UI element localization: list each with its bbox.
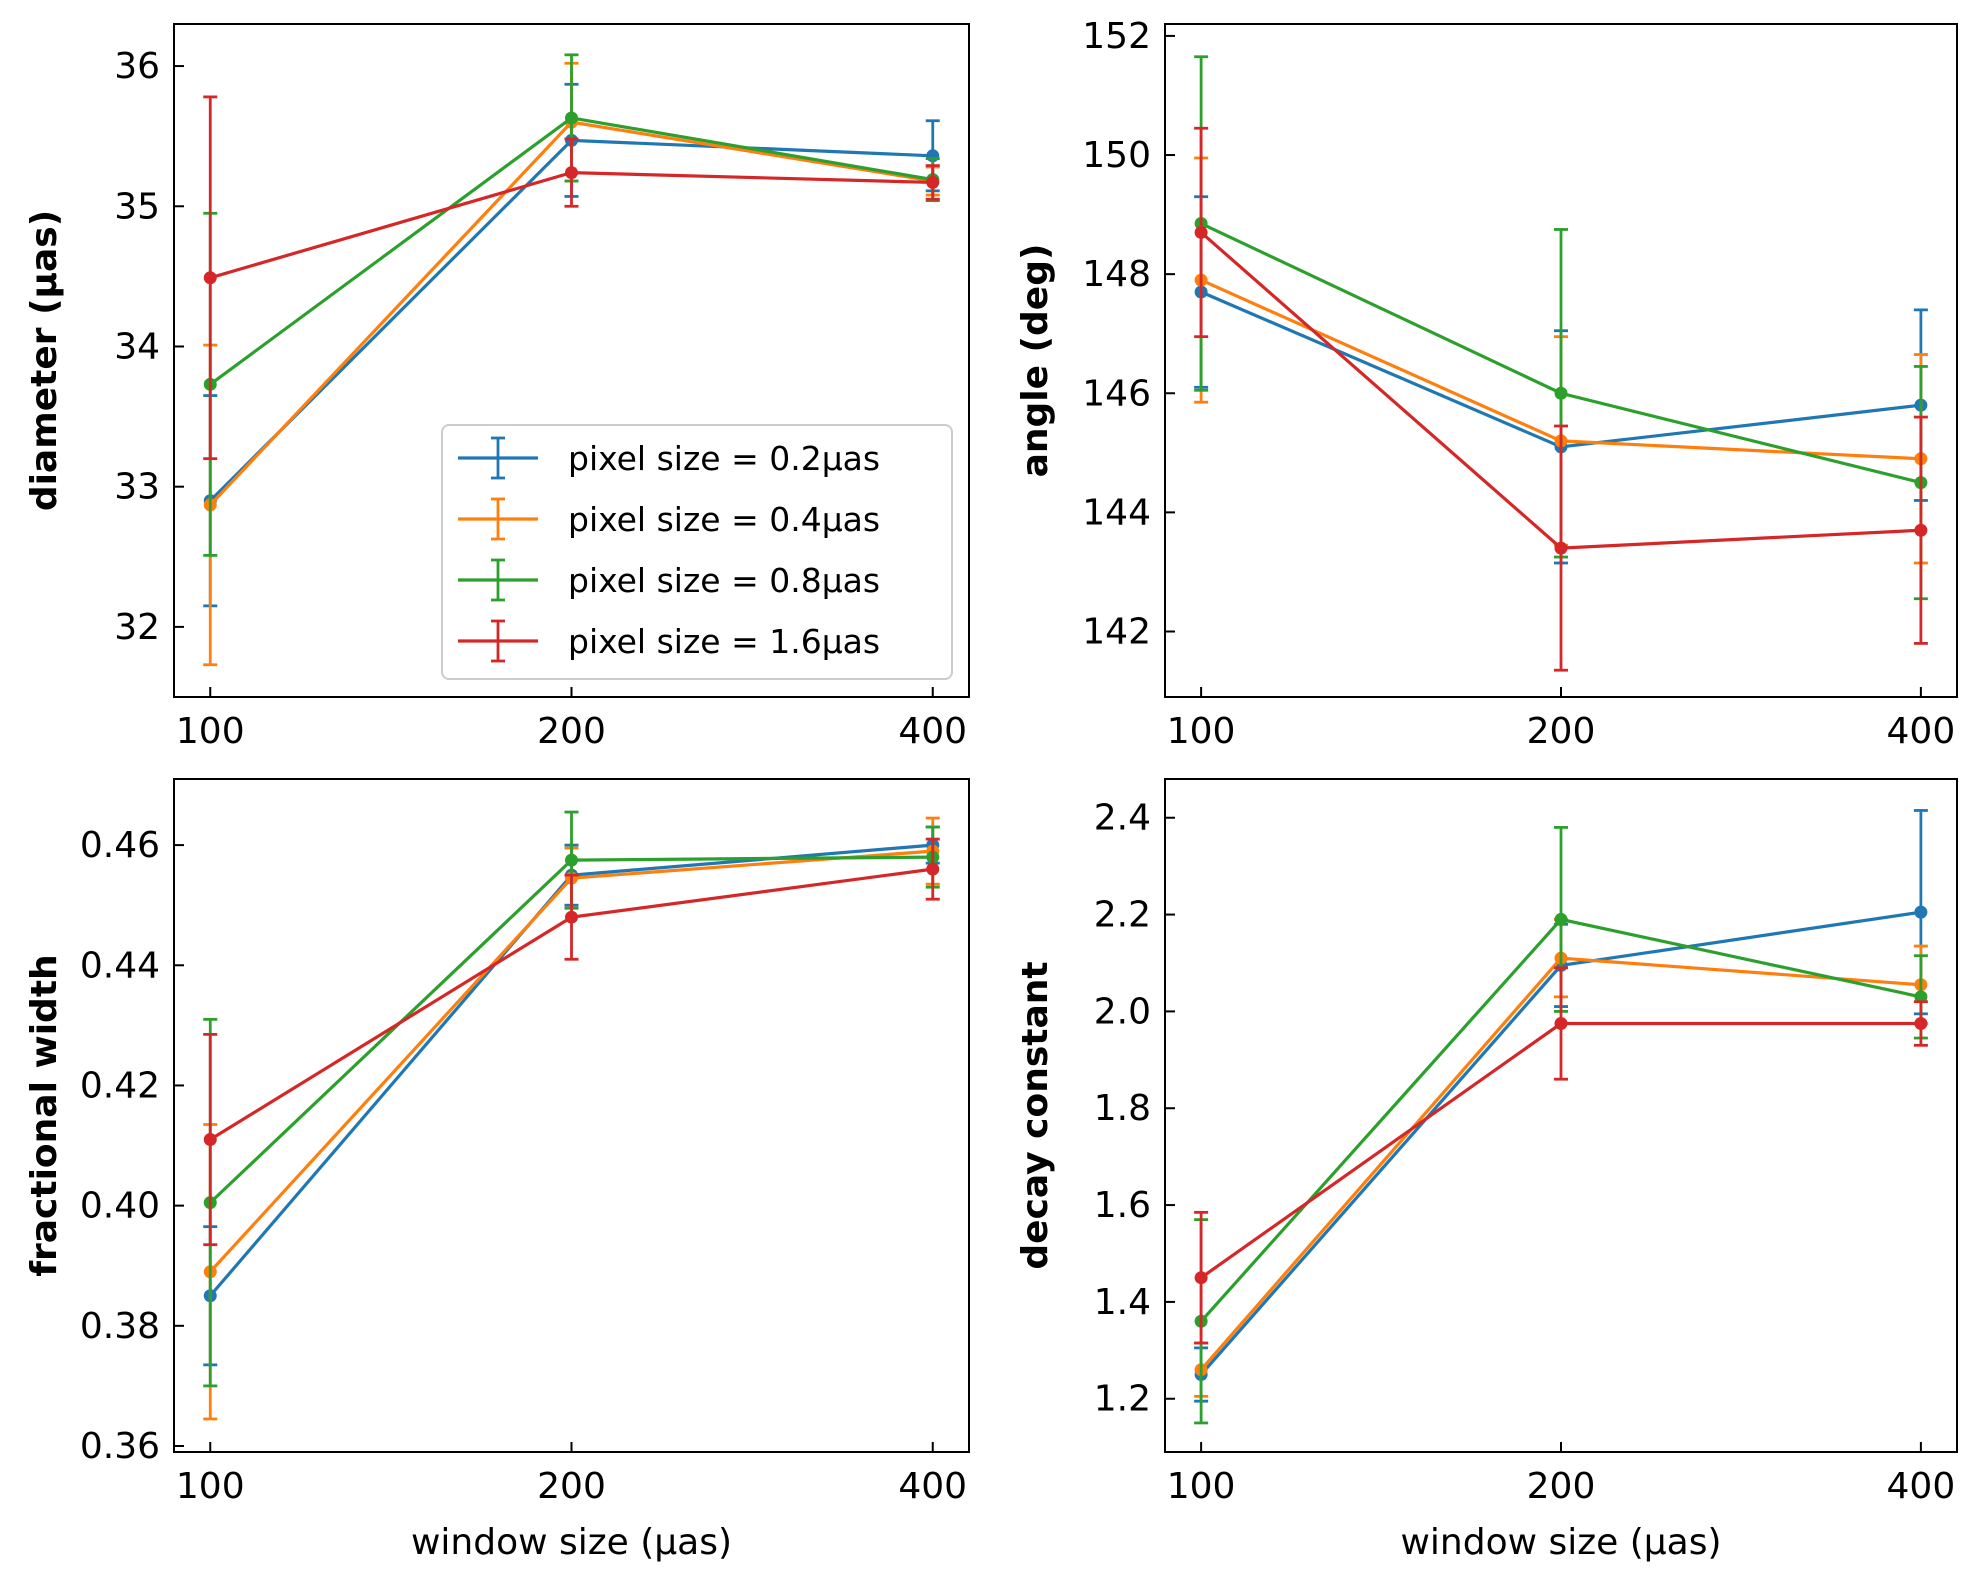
y-tick-label: 148 xyxy=(1082,254,1151,295)
y-tick-label: 0.38 xyxy=(80,1306,160,1347)
data-point xyxy=(1914,990,1928,1004)
y-tick-label: 142 xyxy=(1082,611,1151,652)
x-tick-label: 200 xyxy=(537,711,606,752)
data-point xyxy=(926,862,940,876)
data-point xyxy=(1554,912,1568,926)
data-point xyxy=(1914,523,1928,537)
chart-panel-bottom-left: 0.36 0.38 0.40 0.42 0.44 0.46 100 200 400 fractio… xyxy=(24,778,970,1563)
chart-panel-top-left: 32 33 34 35 36 100 200 400 diameter (μas) pixel s… xyxy=(24,23,970,752)
data-point xyxy=(565,910,578,924)
series-3 xyxy=(203,837,940,1247)
chart-panel-top-right: 142 144 146 148 150 152 100 200 400 angle (deg) xyxy=(1015,16,1958,752)
x-tick-label: 200 xyxy=(537,1466,606,1507)
legend-frame xyxy=(441,424,953,680)
data-point xyxy=(565,166,578,180)
x-tick-label: 400 xyxy=(898,1466,967,1507)
x-tick-label: 100 xyxy=(176,711,245,752)
x-tick-label: 400 xyxy=(898,711,967,752)
data-point xyxy=(203,271,217,285)
data-point xyxy=(1194,225,1208,239)
x-tick-label: 100 xyxy=(1167,711,1236,752)
y-tick-label: 0.46 xyxy=(80,825,160,866)
y-tick-label: 0.44 xyxy=(80,945,160,986)
series-3 xyxy=(1194,126,1928,672)
y-tick-label: 35 xyxy=(114,186,160,227)
y-tick-label: 36 xyxy=(114,46,160,87)
legend-label: pixel size = 0.2μas xyxy=(568,439,880,478)
data-point xyxy=(203,1133,217,1147)
y-tick-label: 1.2 xyxy=(1094,1379,1151,1420)
y-axis-title: fractional width xyxy=(24,954,65,1276)
y-tick-label: 2.4 xyxy=(1094,798,1151,839)
data-point xyxy=(926,175,940,189)
y-tick-label: 0.40 xyxy=(80,1186,160,1227)
data-point xyxy=(1914,905,1928,919)
x-tick-label: 100 xyxy=(1167,1466,1236,1507)
y-tick-label: 1.8 xyxy=(1094,1088,1151,1129)
data-point xyxy=(1554,541,1568,555)
x-axis-title: window size (μas) xyxy=(1400,1522,1721,1563)
y-tick-label: 34 xyxy=(114,326,160,367)
y-tick-label: 1.4 xyxy=(1094,1282,1151,1323)
x-axis-title: window size (μas) xyxy=(411,1522,732,1563)
x-tick-label: 400 xyxy=(1887,711,1956,752)
series-3 xyxy=(203,95,940,461)
y-tick-label: 2.2 xyxy=(1094,895,1151,936)
data-point xyxy=(1554,1017,1568,1031)
chart-panel-bottom-right: 1.2 1.4 1.6 1.8 2.0 2.2 2.4 100 200 400 decay cons… xyxy=(1015,778,1958,1563)
series-3 xyxy=(1194,966,1928,1345)
data-point xyxy=(1554,386,1568,400)
y-axis-title: angle (deg) xyxy=(1015,244,1056,478)
x-tick-label: 200 xyxy=(1527,711,1596,752)
data-point xyxy=(565,853,578,867)
legend-label: pixel size = 1.6μas xyxy=(568,622,880,661)
y-tick-label: 0.36 xyxy=(80,1426,160,1467)
x-tick-label: 400 xyxy=(1887,1466,1956,1507)
y-tick-label: 152 xyxy=(1082,16,1151,57)
y-tick-label: 0.42 xyxy=(80,1065,160,1106)
series-2 xyxy=(1194,826,1928,1425)
y-tick-label: 1.6 xyxy=(1094,1185,1151,1226)
x-tick-label: 200 xyxy=(1527,1466,1596,1507)
y-axis-title: decay constant xyxy=(1015,961,1056,1269)
y-axis-title: diameter (μas) xyxy=(24,210,65,511)
y-tick-label: 146 xyxy=(1082,373,1151,414)
legend: pixel size = 0.2μas pixel size = 0.4μas pi… xyxy=(441,424,953,680)
data-point xyxy=(1914,1017,1928,1031)
data-point xyxy=(1194,1271,1208,1285)
legend-label: pixel size = 0.4μas xyxy=(568,500,880,539)
y-tick-label: 144 xyxy=(1082,492,1151,533)
y-tick-label: 2.0 xyxy=(1094,991,1151,1032)
y-tick-label: 32 xyxy=(114,607,160,648)
x-tick-label: 100 xyxy=(176,1466,245,1507)
data-point xyxy=(565,111,578,125)
y-tick-label: 150 xyxy=(1082,135,1151,176)
y-tick-label: 33 xyxy=(114,467,160,508)
legend-label: pixel size = 0.8μas xyxy=(568,561,880,600)
